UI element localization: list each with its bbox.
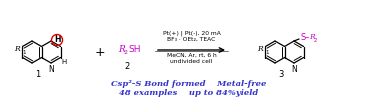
Text: R: R bbox=[309, 33, 315, 41]
Text: R: R bbox=[14, 45, 20, 53]
Text: +: + bbox=[94, 46, 105, 58]
Text: R: R bbox=[118, 46, 125, 54]
Text: H: H bbox=[62, 60, 67, 66]
Text: BF₃ · OEt₂, TEAC: BF₃ · OEt₂, TEAC bbox=[167, 37, 215, 42]
Text: H: H bbox=[54, 36, 60, 44]
Text: 2: 2 bbox=[124, 50, 128, 56]
Text: 1: 1 bbox=[22, 50, 25, 56]
Text: –: – bbox=[305, 34, 309, 42]
Text: Pt(+) | Pt(-), 20 mA: Pt(+) | Pt(-), 20 mA bbox=[163, 30, 220, 36]
Text: undivided cell: undivided cell bbox=[170, 59, 213, 64]
Text: N: N bbox=[291, 64, 297, 74]
Text: Csp²-S Bond formed    Metal-free: Csp²-S Bond formed Metal-free bbox=[111, 80, 267, 88]
Text: 2: 2 bbox=[314, 38, 318, 42]
Text: 2: 2 bbox=[124, 62, 130, 71]
Text: 1: 1 bbox=[35, 70, 40, 79]
Text: R: R bbox=[257, 45, 262, 53]
Text: MeCN, Ar, rt, 6 h: MeCN, Ar, rt, 6 h bbox=[167, 53, 216, 58]
Text: 48 examples    up to 84%yield: 48 examples up to 84%yield bbox=[119, 89, 259, 97]
Text: N: N bbox=[48, 64, 54, 74]
Text: S: S bbox=[300, 34, 305, 42]
Text: 1: 1 bbox=[265, 50, 268, 56]
Text: 3: 3 bbox=[278, 70, 283, 79]
Text: SH: SH bbox=[128, 46, 141, 54]
